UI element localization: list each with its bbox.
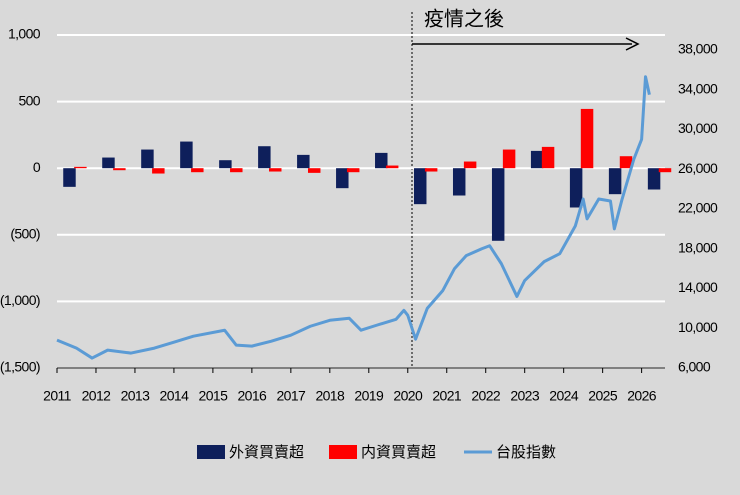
y2-tick-label: 30,000 [678,120,718,136]
bar [219,160,232,169]
bar [113,168,126,171]
y-tick-label: (500) [10,226,40,242]
bar [152,168,165,174]
bar [74,166,87,169]
bar [385,165,399,169]
y2-tick-label: 26,000 [678,160,718,176]
legend-swatch [197,445,225,459]
bar [346,168,360,173]
bar [608,168,622,195]
x-tick-label: 2021 [432,388,462,404]
legend-swatch [329,445,357,459]
x-tick-label: 2012 [82,388,112,404]
y-tick-label: 500 [18,92,40,108]
bar [541,146,555,169]
legend-label: 外資買賣超 [229,444,304,461]
legend-label: 台股指數 [496,444,556,461]
bar [102,157,115,169]
legend-label: 内資買賣超 [361,444,436,461]
x-tick-label: 2018 [315,388,345,404]
bar [580,108,594,169]
x-tick-label: 2017 [276,388,306,404]
y2-tick-label: 22,000 [678,200,718,216]
y-tick-label: (1,500) [0,359,40,375]
bar [258,146,271,169]
bar [463,161,477,169]
y2-tick-label: 34,000 [678,80,718,96]
y-tick-label: 1,000 [8,26,41,42]
bar [569,168,583,208]
bar [230,168,243,173]
x-tick-label: 2019 [354,388,384,404]
y-tick-label: (1,000) [0,292,40,308]
bar [269,168,282,172]
y2-tick-label: 14,000 [678,279,718,295]
annotation-arrowhead [625,37,640,51]
bar [658,168,672,173]
bar [619,156,633,169]
x-tick-label: 2014 [160,388,190,404]
y-tick-label: 0 [33,159,41,175]
x-tick-label: 2015 [199,388,229,404]
x-tick-label: 2011 [43,388,72,404]
bar [502,149,516,169]
x-tick-label: 2026 [627,388,657,404]
bar [336,168,349,189]
bar [180,141,193,169]
x-tick-label: 2013 [121,388,151,404]
x-tick-label: 2025 [588,388,618,404]
bar [452,168,466,196]
x-tick-label: 2023 [510,388,540,404]
x-tick-label: 2024 [549,388,579,404]
bar [63,168,76,187]
bar [414,168,427,205]
bar [191,168,204,173]
bar [530,150,544,169]
bar [491,168,505,241]
y2-tick-label: 18,000 [678,239,718,255]
bar [297,154,310,169]
line [56,75,651,360]
y2-tick-label: 6,000 [678,359,711,375]
bar [141,149,154,169]
x-tick-label: 2020 [393,388,423,404]
annotation-text: 疫情之後 [424,7,504,30]
x-tick-label: 2016 [237,388,267,404]
y2-tick-label: 10,000 [678,319,718,335]
bar [375,152,388,169]
bar [307,168,321,173]
x-tick-label: 2022 [471,388,501,404]
bar [424,168,438,172]
y2-tick-label: 38,000 [678,41,718,57]
bar [647,168,661,190]
